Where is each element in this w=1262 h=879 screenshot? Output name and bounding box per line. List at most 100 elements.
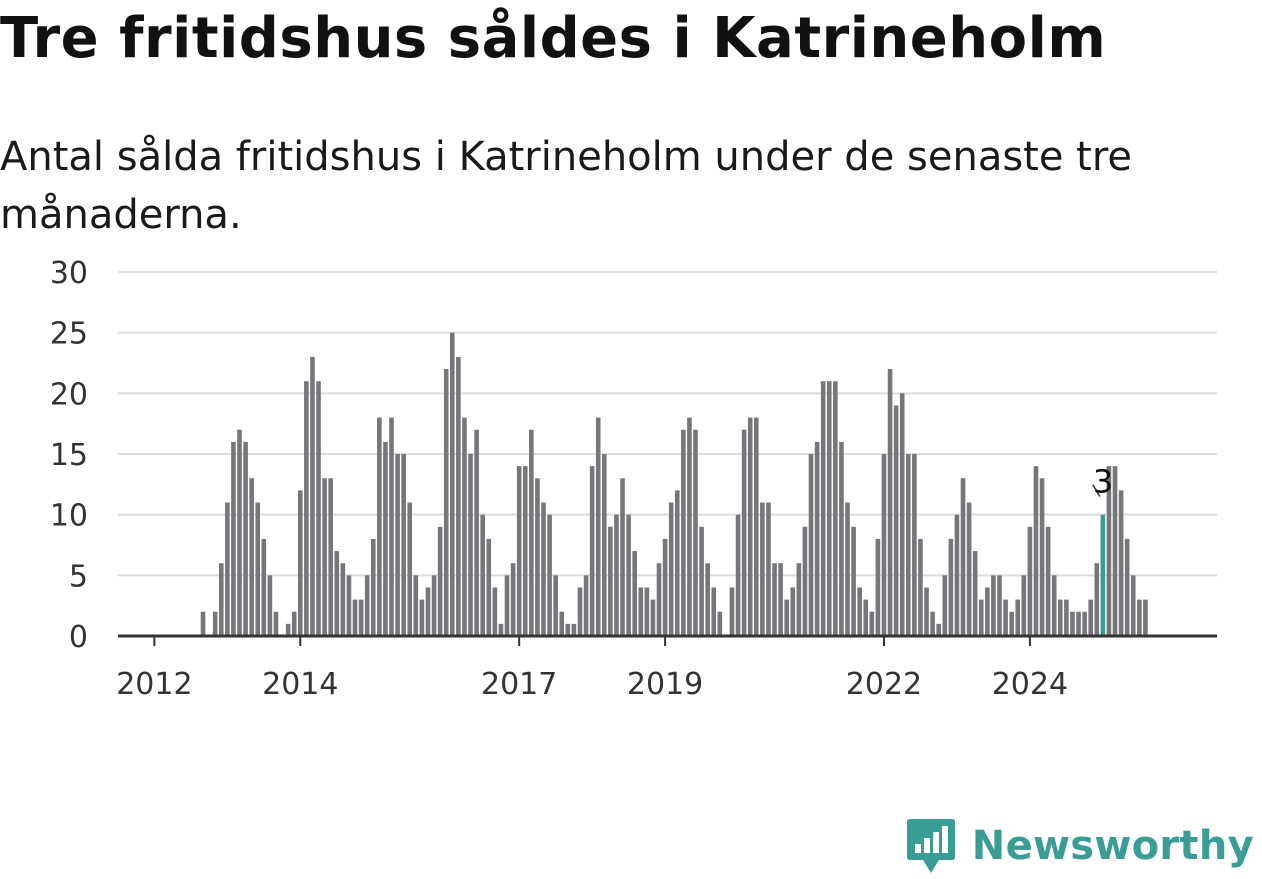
bar [681, 429, 686, 636]
bar [638, 587, 644, 636]
bar [456, 356, 461, 636]
y-axis-ticks: 0 5 10 15 20 25 30 [50, 256, 88, 655]
bar [693, 429, 698, 636]
bar [833, 381, 838, 636]
bar [370, 538, 376, 636]
bar [705, 563, 710, 636]
bar [1094, 563, 1100, 636]
bar [954, 514, 960, 636]
bar [243, 441, 248, 636]
bar [912, 454, 917, 636]
bar [529, 429, 534, 636]
bar [547, 514, 552, 636]
bar [936, 623, 941, 636]
bar [662, 538, 668, 636]
bar [553, 575, 558, 636]
bar [674, 490, 680, 636]
bar [924, 587, 929, 636]
y-tick-label: 20 [50, 377, 88, 412]
annotation-pointer [1092, 484, 1101, 498]
bar [729, 587, 735, 636]
bar [255, 502, 261, 636]
newsworthy-brand: Newsworthy [906, 817, 1254, 875]
bar [559, 611, 565, 636]
bar [535, 478, 540, 636]
bar [1015, 599, 1021, 636]
bar [845, 502, 850, 636]
bar [1009, 611, 1014, 636]
bar [978, 599, 984, 636]
bar [699, 526, 704, 636]
bar [273, 611, 279, 636]
bar [474, 429, 479, 636]
bar [358, 599, 364, 636]
bar [820, 381, 826, 636]
bar [1021, 575, 1027, 636]
brand-name: Newsworthy [971, 823, 1254, 869]
bar [231, 441, 236, 636]
bar [1064, 599, 1069, 636]
bar [650, 599, 656, 636]
bar [395, 454, 400, 636]
bar [1076, 611, 1081, 636]
y-tick-label: 0 [69, 620, 88, 655]
bar [711, 587, 717, 636]
bar [377, 417, 382, 636]
bar [510, 563, 516, 636]
bar [881, 454, 887, 636]
bar [1100, 514, 1106, 636]
bar [906, 454, 911, 636]
bar [595, 417, 601, 636]
bar [1082, 611, 1087, 636]
bar [522, 466, 528, 636]
bar [760, 502, 765, 636]
bar [656, 563, 662, 636]
bar [237, 429, 242, 636]
x-tick-label: 2014 [262, 667, 338, 702]
bar [1033, 466, 1039, 636]
bar [431, 575, 437, 636]
bar [1039, 478, 1045, 636]
x-tick-label: 2022 [846, 667, 922, 702]
bar [486, 538, 492, 636]
bar [1051, 575, 1057, 636]
bar [735, 514, 741, 636]
bar [930, 611, 935, 636]
bar [565, 623, 571, 636]
bar [991, 575, 996, 636]
bar [960, 478, 966, 636]
bar [687, 417, 692, 636]
bar [218, 563, 224, 636]
bar [316, 381, 321, 636]
bar [443, 369, 449, 636]
bar [869, 611, 875, 636]
bar [899, 393, 905, 636]
bar [632, 551, 637, 636]
x-axis-ticks: 2012 2014 2017 2019 2022 2024 [116, 636, 1068, 702]
bar [480, 514, 485, 636]
bar [1088, 599, 1093, 636]
bar [571, 623, 577, 636]
bar [948, 538, 954, 636]
bar [784, 599, 789, 636]
bar [1070, 611, 1075, 636]
bar [626, 514, 631, 636]
bar [364, 575, 370, 636]
bar [261, 538, 267, 636]
chart-subtitle: Antal sålda fritidshus i Katrineholm und… [0, 134, 1133, 238]
bar [754, 417, 759, 636]
newsworthy-logo-icon [906, 819, 955, 873]
bar [1027, 526, 1033, 636]
bar [985, 587, 990, 636]
bar [644, 587, 650, 636]
x-tick-label: 2012 [116, 667, 192, 702]
bar [437, 526, 443, 636]
bar [966, 502, 972, 636]
bar [1003, 599, 1008, 636]
bar [997, 575, 1002, 636]
bar [814, 441, 820, 636]
bar [778, 563, 783, 636]
bar [887, 369, 893, 636]
bar [717, 611, 723, 636]
bar [772, 563, 777, 636]
